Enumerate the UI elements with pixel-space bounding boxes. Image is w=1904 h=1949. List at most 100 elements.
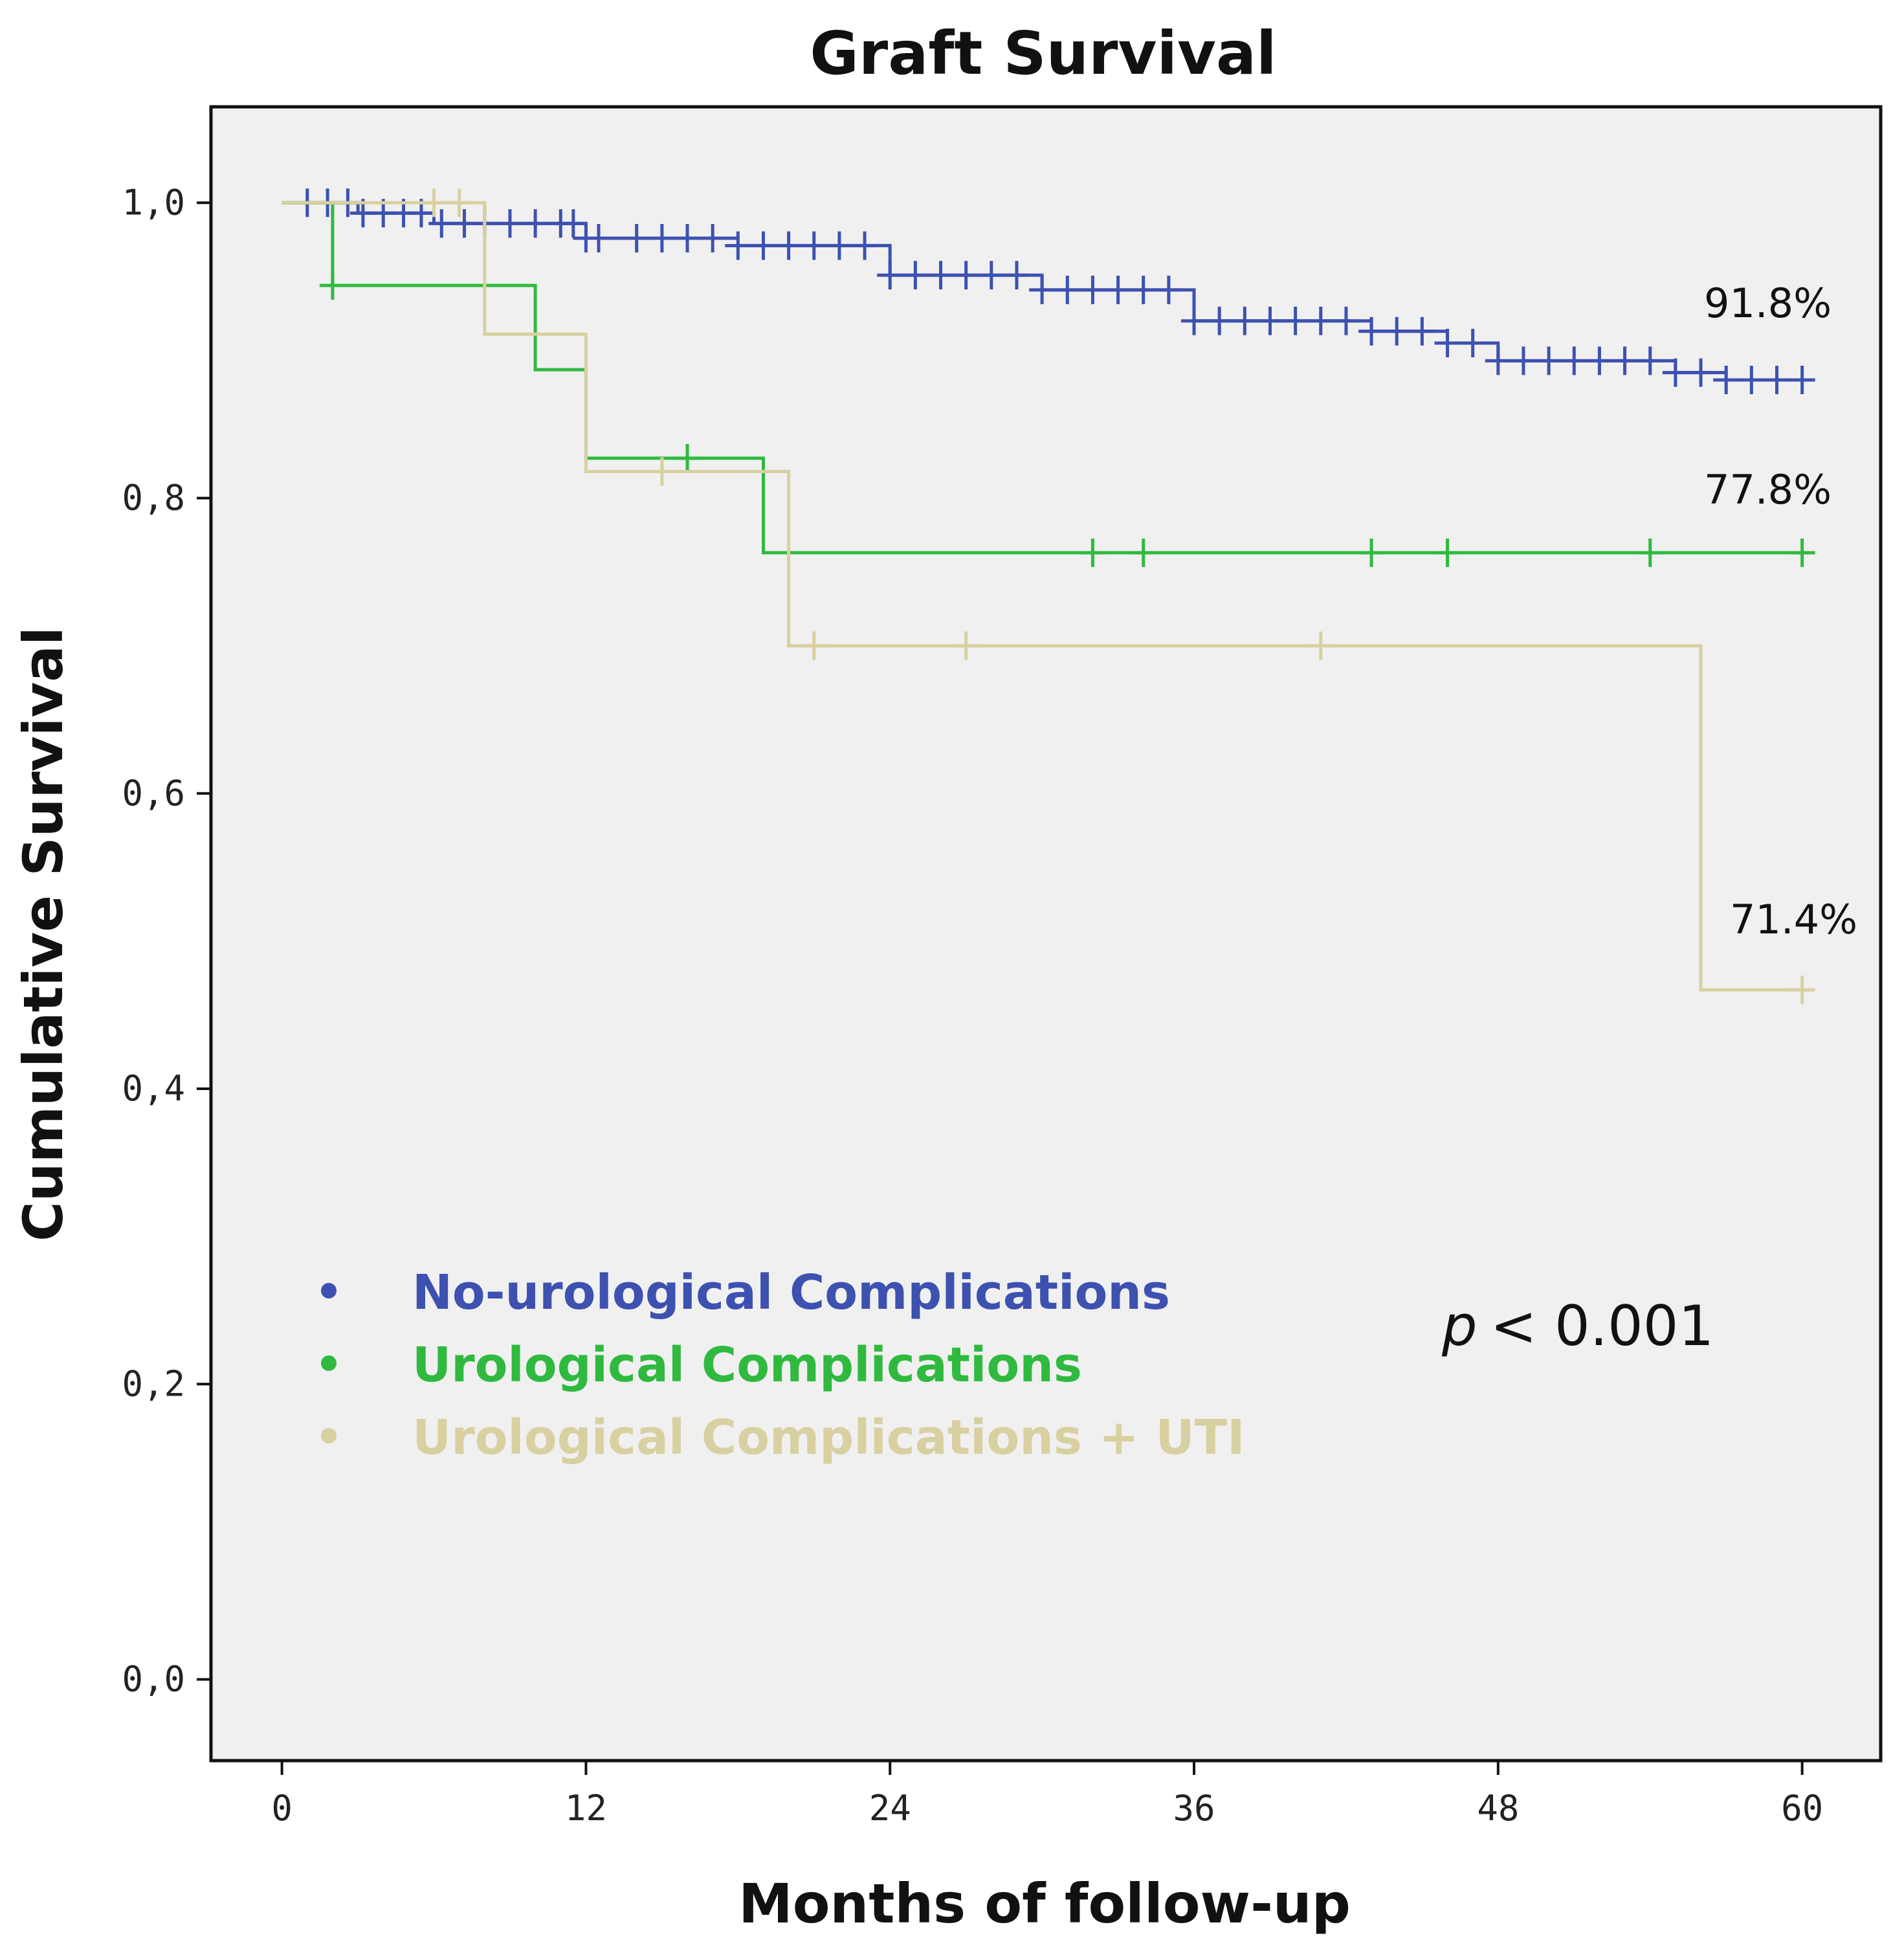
- censor-mark: [1257, 306, 1283, 335]
- p-value-symbol: p: [1441, 1294, 1478, 1359]
- censor-mark: [1586, 346, 1613, 375]
- x-tick-label: 0: [271, 1788, 293, 1829]
- y-axis: 0,0 0,2 0,4 0,6 0,8 1,0: [122, 182, 211, 1700]
- y-axis-title: Cumulative Survival: [12, 627, 75, 1242]
- censor-mark: [1333, 306, 1359, 335]
- y-tick-label: 1,0: [122, 182, 185, 223]
- censor-mark: [801, 631, 827, 660]
- censor-mark: [1232, 306, 1258, 335]
- x-axis-title: Months of follow-up: [738, 1872, 1351, 1935]
- series-layer: 91.8% 77.8% 71.4%: [282, 188, 1857, 1005]
- censor-mark: [953, 261, 979, 290]
- censor-mark: [750, 231, 777, 260]
- censor-mark: [1789, 538, 1815, 567]
- censor-mark: [1764, 366, 1790, 395]
- series-1: 77.8%: [282, 201, 1832, 567]
- end-label: 77.8%: [1704, 466, 1832, 513]
- legend-marker: [321, 1355, 337, 1371]
- y-tick-label: 0,8: [122, 478, 185, 518]
- censor-mark: [1713, 366, 1740, 395]
- censor-mark: [1409, 317, 1435, 346]
- censor-mark: [1611, 346, 1638, 375]
- censor-mark: [560, 209, 586, 238]
- censor-mark: [1282, 306, 1309, 335]
- censor-mark: [1079, 538, 1106, 567]
- censor-mark: [877, 261, 903, 290]
- censor-mark: [927, 261, 954, 290]
- censor-mark: [1434, 538, 1461, 567]
- legend: No-urological Complications Urological Co…: [321, 1265, 1245, 1465]
- censor-mark: [1662, 358, 1688, 387]
- censor-mark: [902, 261, 929, 290]
- censor-mark: [1181, 306, 1208, 335]
- censor-mark: [700, 224, 726, 253]
- censor-mark: [1536, 346, 1562, 375]
- censor-mark: [826, 231, 852, 260]
- censor-mark: [1358, 317, 1385, 346]
- censor-mark: [1637, 346, 1663, 375]
- y-tick-label: 0,0: [122, 1659, 185, 1700]
- x-tick-label: 60: [1781, 1788, 1823, 1829]
- censor-mark: [1054, 275, 1081, 304]
- censor-mark: [648, 457, 675, 486]
- censor-mark: [1561, 346, 1588, 375]
- plot-area: [209, 105, 1883, 1763]
- censor-mark: [801, 231, 827, 260]
- censor-mark: [1688, 358, 1714, 387]
- censor-mark: [1510, 346, 1536, 375]
- censor-mark: [1789, 975, 1815, 1005]
- x-tick-label: 24: [869, 1788, 911, 1829]
- censor-mark: [1003, 261, 1030, 290]
- censor-mark: [1029, 275, 1056, 304]
- series-2: 71.4%: [282, 188, 1857, 1005]
- censor-mark: [1738, 366, 1765, 395]
- legend-marker: [321, 1283, 337, 1298]
- censor-mark: [1206, 306, 1233, 335]
- censor-mark: [674, 443, 701, 473]
- legend-label: Urological Complications + UTI: [412, 1410, 1245, 1465]
- censor-mark: [775, 231, 802, 260]
- y-tick-label: 0,4: [122, 1068, 185, 1109]
- censor-mark: [725, 231, 751, 260]
- censor-mark: [674, 224, 701, 253]
- censor-mark: [1307, 306, 1334, 335]
- censor-mark: [648, 224, 675, 253]
- censor-mark: [1079, 275, 1106, 304]
- censor-mark: [1459, 329, 1486, 357]
- censor-mark: [1434, 329, 1461, 357]
- legend-marker: [321, 1428, 337, 1443]
- censor-mark: [446, 188, 472, 217]
- censor-mark: [428, 209, 455, 238]
- censor-mark: [1105, 275, 1131, 304]
- legend-label: Urological Complications: [412, 1337, 1082, 1393]
- series-0: 91.8%: [282, 188, 1832, 395]
- x-tick-label: 48: [1477, 1788, 1519, 1829]
- x-tick-label: 12: [565, 1788, 607, 1829]
- censor-mark: [1358, 538, 1385, 567]
- y-tick-label: 0,6: [122, 773, 185, 814]
- censor-mark: [1789, 366, 1815, 395]
- censor-mark: [1130, 275, 1157, 304]
- survival-curve: [282, 201, 1810, 992]
- chart-title: Graft Survival: [810, 19, 1276, 88]
- end-label: 91.8%: [1704, 280, 1832, 327]
- legend-label: No-urological Complications: [412, 1265, 1170, 1320]
- censor-mark: [496, 209, 523, 238]
- censor-mark: [421, 188, 447, 217]
- censor-mark: [1155, 275, 1182, 304]
- survival-curve: [282, 201, 1810, 555]
- p-value-text: < 0.001: [1490, 1294, 1714, 1359]
- x-tick-label: 36: [1173, 1788, 1215, 1829]
- censor-mark: [953, 631, 979, 660]
- censor-mark: [852, 231, 878, 260]
- censor-mark: [522, 209, 549, 238]
- censor-mark: [585, 224, 612, 253]
- censor-mark: [623, 224, 650, 253]
- censor-mark: [1637, 538, 1663, 567]
- censor-mark: [319, 271, 346, 300]
- censor-mark: [1307, 631, 1334, 660]
- x-axis: 0 12 24 36 48 60: [271, 1761, 1823, 1829]
- end-label: 71.4%: [1730, 896, 1857, 943]
- censor-mark: [978, 261, 1004, 290]
